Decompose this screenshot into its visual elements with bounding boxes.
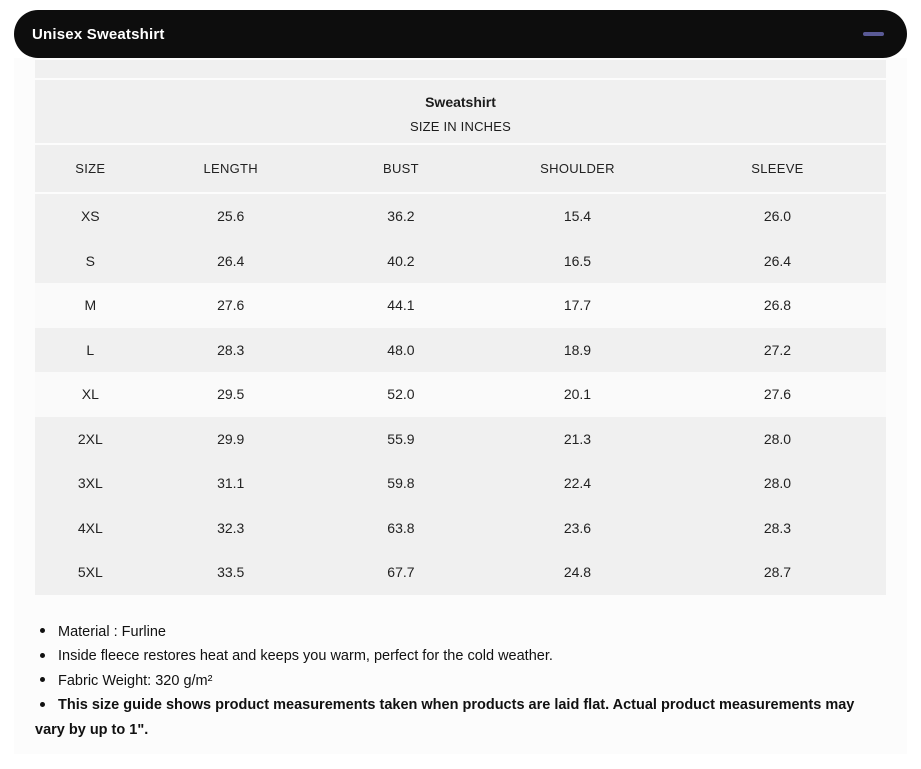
measurement-cell: 15.4 xyxy=(563,208,592,225)
table-row-xl: XL 29.5 52.0 20.1 27.6 xyxy=(35,372,886,417)
measurement-cell: 33.5 xyxy=(217,564,245,581)
table-subtitle: SIZE IN INCHES xyxy=(409,119,512,134)
bullet-icon xyxy=(40,701,45,707)
measurement-cell: 16.5 xyxy=(563,252,592,269)
size-cell: XS xyxy=(80,208,100,225)
note-item: Inside fleece restores heat and keeps yo… xyxy=(35,644,886,669)
measurement-cell: 27.6 xyxy=(763,386,792,403)
size-chart-table: Sweatshirt SIZE IN INCHES SIZE LENGTH BUST… xyxy=(35,60,886,595)
table-row-4xl: 4XL 32.3 63.8 23.6 28.3 xyxy=(35,505,886,550)
measurement-cell: 25.6 xyxy=(217,208,245,225)
measurement-cell: 26.4 xyxy=(763,252,792,269)
bullet-icon xyxy=(40,628,45,634)
size-cell: XL xyxy=(81,386,99,403)
measurement-cell: 28.0 xyxy=(763,475,792,492)
table-row-m: M 27.6 44.1 17.7 26.8 xyxy=(35,283,886,328)
table-body: XS 25.6 36.2 15.4 26.0 S 26.4 40.2 16.5 26.4 M 27.6… xyxy=(35,194,886,595)
measurement-cell: 52.0 xyxy=(387,386,415,403)
measurement-cell: 36.2 xyxy=(387,208,415,225)
measurement-cell: 31.1 xyxy=(217,475,245,492)
measurement-cell: 28.7 xyxy=(763,564,792,581)
table-row-xs: XS 25.6 36.2 15.4 26.0 xyxy=(35,194,886,239)
size-cell: 4XL xyxy=(77,519,103,536)
measurement-cell: 55.9 xyxy=(387,430,415,447)
size-guide-panel: Unisex Sweatshirt Sweatshirt SIZE IN INC… xyxy=(0,10,921,754)
measurement-cell: 28.3 xyxy=(217,341,245,358)
measurement-cell: 27.2 xyxy=(763,341,792,358)
measurement-cell: 32.3 xyxy=(217,519,245,536)
measurement-cell: 28.0 xyxy=(763,430,792,447)
accordion-header[interactable]: Unisex Sweatshirt xyxy=(14,10,907,58)
measurement-cell: 29.5 xyxy=(217,386,245,403)
bullet-icon xyxy=(40,677,45,683)
measurement-cell: 29.9 xyxy=(217,430,245,447)
table-row-l: L 28.3 48.0 18.9 27.2 xyxy=(35,327,886,372)
measurement-cell: 18.9 xyxy=(563,341,592,358)
measurement-cell: 40.2 xyxy=(387,252,415,269)
size-cell: 5XL xyxy=(77,564,103,581)
measurement-cell: 23.6 xyxy=(563,519,592,536)
collapse-minus-icon[interactable] xyxy=(863,32,884,36)
note-item: Material : Furline xyxy=(35,620,886,645)
column-header-length: LENGTH xyxy=(203,161,258,176)
size-cell: L xyxy=(86,341,95,358)
measurement-cell: 21.3 xyxy=(563,430,592,447)
measurement-cell: 28.3 xyxy=(763,519,792,536)
column-header-sleeve: SLEEVE xyxy=(751,161,804,176)
bullet-icon xyxy=(40,652,45,658)
measurement-cell: 59.8 xyxy=(387,475,415,492)
column-header-shoulder: SHOULDER xyxy=(540,161,615,176)
table-caption: Sweatshirt SIZE IN INCHES xyxy=(35,80,886,143)
size-cell: M xyxy=(84,297,97,314)
table-row-3xl: 3XL 31.1 59.8 22.4 28.0 xyxy=(35,461,886,506)
table-row-s: S 26.4 40.2 16.5 26.4 xyxy=(35,238,886,283)
measurement-cell: 24.8 xyxy=(563,564,592,581)
size-cell: 2XL xyxy=(77,430,103,447)
accordion-title: Unisex Sweatshirt xyxy=(32,25,165,43)
table-row-5xl: 5XL 33.5 67.7 24.8 28.7 xyxy=(35,550,886,595)
note-text: Inside fleece restores heat and keeps yo… xyxy=(58,648,553,664)
table-row-2xl: 2XL 29.9 55.9 21.3 28.0 xyxy=(35,416,886,461)
measurement-cell: 22.4 xyxy=(563,475,592,492)
measurement-cell: 67.7 xyxy=(387,564,415,581)
accordion-body: Sweatshirt SIZE IN INCHES SIZE LENGTH BUST… xyxy=(14,58,907,754)
measurement-cell: 44.1 xyxy=(387,297,415,314)
notes-list: Material : Furline Inside fleece restores… xyxy=(35,620,886,743)
measurement-cell: 26.0 xyxy=(763,208,792,225)
table-title: Sweatshirt xyxy=(425,94,496,110)
measurement-cell: 17.7 xyxy=(563,297,592,314)
table-top-strip xyxy=(35,60,886,78)
size-cell: 3XL xyxy=(77,475,103,492)
column-header-size: SIZE xyxy=(75,161,106,176)
measurement-cell: 27.6 xyxy=(217,297,245,314)
measurement-cell: 48.0 xyxy=(387,341,415,358)
note-item: This size guide shows product measuremen… xyxy=(35,693,886,742)
note-text: This size guide shows product measuremen… xyxy=(35,697,855,738)
measurement-cell: 63.8 xyxy=(387,519,415,536)
measurement-cell: 26.8 xyxy=(763,297,792,314)
note-text: Fabric Weight: 320 g/m² xyxy=(58,672,213,689)
column-header-bust: BUST xyxy=(382,161,419,176)
measurement-cell: 20.1 xyxy=(563,386,592,403)
note-text: Material : Furline xyxy=(58,623,166,640)
measurement-cell: 26.4 xyxy=(217,252,245,269)
note-item: Fabric Weight: 320 g/m² xyxy=(35,669,886,694)
table-header-row: SIZE LENGTH BUST SHOULDER SLEEVE xyxy=(35,145,886,192)
size-cell: S xyxy=(85,252,95,269)
